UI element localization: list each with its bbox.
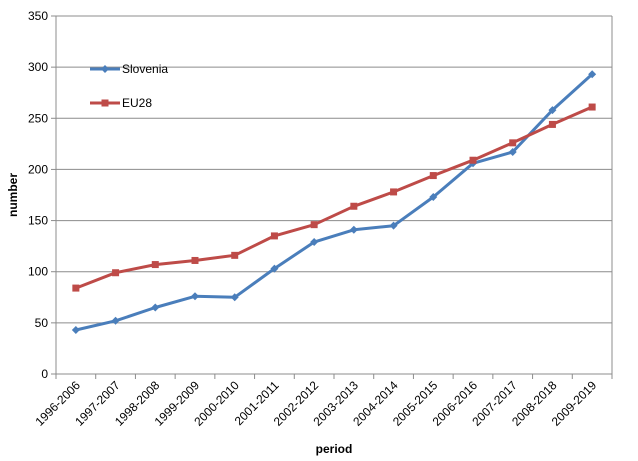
legend-label-slovenia: Slovenia <box>122 62 168 76</box>
point-eu28-1997-2007 <box>112 269 120 277</box>
legend-label-eu28: EU28 <box>122 96 152 110</box>
y-tick-label-350: 350 <box>28 9 48 23</box>
gridlines <box>56 15 612 324</box>
point-slovenia-2001-2011 <box>270 264 279 273</box>
point-eu28-2003-2013 <box>350 202 358 210</box>
point-eu28-2007-2017 <box>509 139 517 147</box>
y-tick-label-300: 300 <box>28 60 48 74</box>
x-tick-labels: 1996-20061997-20071998-20081999-20092000… <box>32 378 599 429</box>
point-slovenia-2002-2012 <box>310 238 319 247</box>
y-tick-label-100: 100 <box>28 265 48 279</box>
point-eu28-2005-2015 <box>429 172 437 180</box>
point-eu28-2009-2019 <box>588 103 596 111</box>
y-tick-label-200: 200 <box>28 162 48 176</box>
series-line-slovenia <box>75 73 594 332</box>
point-slovenia-1997-2007 <box>111 316 120 325</box>
legend: Slovenia EU28 <box>90 62 168 110</box>
point-slovenia-2000-2010 <box>230 293 239 302</box>
point-eu28-2008-2018 <box>548 120 556 128</box>
series-group <box>71 70 597 335</box>
series-line-eu28 <box>75 105 593 290</box>
point-slovenia-1998-2008 <box>151 303 160 312</box>
y-tick-label-250: 250 <box>28 111 48 125</box>
point-slovenia-2004-2014 <box>389 221 398 230</box>
point-eu28-1998-2008 <box>151 261 159 269</box>
point-slovenia-1996-2006 <box>71 326 80 335</box>
y-axis-title: number <box>6 173 20 217</box>
y-tick-label-150: 150 <box>28 214 48 228</box>
y-tick-label-0: 0 <box>41 367 48 381</box>
point-slovenia-2009-2019 <box>588 70 597 79</box>
point-eu28-2000-2010 <box>231 251 239 259</box>
point-slovenia-2005-2015 <box>429 193 438 202</box>
y-tick-labels: 0 50 100 150 200 250 300 350 <box>28 9 48 381</box>
legend-marker-slovenia <box>101 65 109 73</box>
point-slovenia-2007-2017 <box>508 148 517 157</box>
legend-marker-eu28 <box>101 99 109 107</box>
point-eu28-1996-2006 <box>72 284 80 292</box>
point-eu28-2006-2016 <box>469 156 477 164</box>
x-axis-title: period <box>316 442 353 456</box>
y-tick-label-50: 50 <box>35 316 49 330</box>
point-eu28-1999-2009 <box>191 256 199 264</box>
point-slovenia-2008-2018 <box>548 106 557 115</box>
axes <box>51 15 613 379</box>
point-eu28-2002-2012 <box>310 221 318 229</box>
point-slovenia-1999-2009 <box>191 292 199 301</box>
point-slovenia-2003-2013 <box>349 225 358 234</box>
point-eu28-2001-2011 <box>270 232 278 240</box>
point-eu28-2004-2014 <box>390 188 398 196</box>
